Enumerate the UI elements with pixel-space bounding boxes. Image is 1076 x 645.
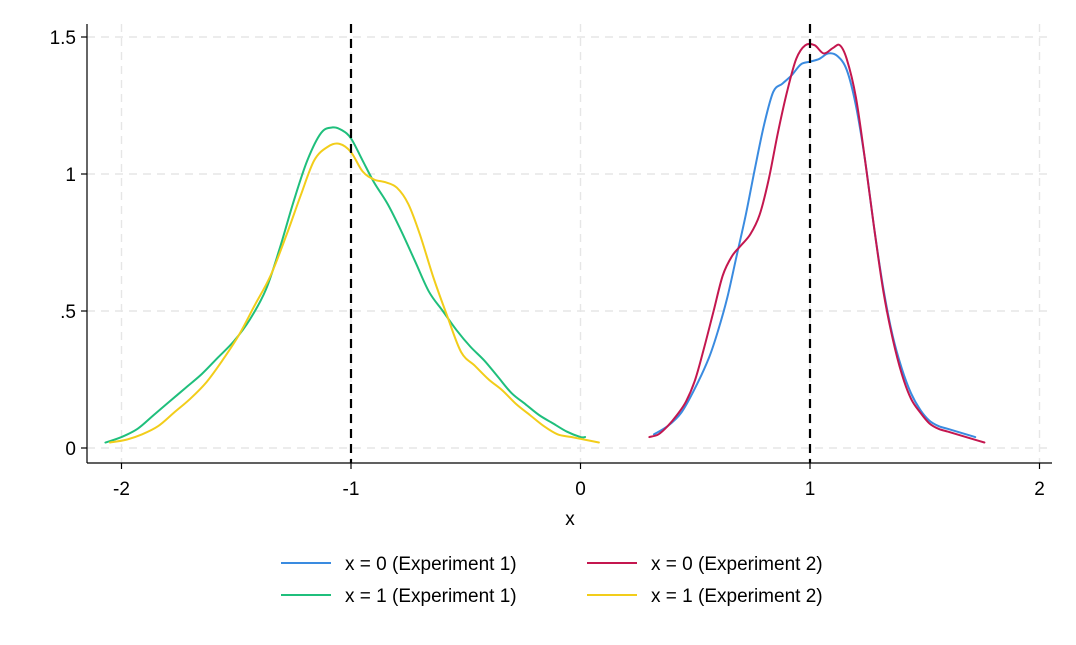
series-lines xyxy=(104,42,986,444)
legend: x = 0 (Experiment 1) x = 0 (Experiment 2)… xyxy=(281,554,823,607)
x-tick-label: -2 xyxy=(113,479,130,500)
grid-lines xyxy=(87,24,1052,463)
y-tick-label: 1 xyxy=(65,165,76,186)
legend-item: x = 1 (Experiment 1) xyxy=(281,586,517,607)
series-x1-exp2-line xyxy=(109,142,600,444)
x-tick-label: -1 xyxy=(343,479,360,500)
legend-label: x = 1 (Experiment 2) xyxy=(651,586,823,607)
x-tick-label: 1 xyxy=(805,479,816,500)
series-x1-exp1-line xyxy=(104,126,587,444)
series-x0-exp1-line xyxy=(652,52,977,439)
x-axis-title: x xyxy=(565,509,575,530)
legend-item: x = 1 (Experiment 2) xyxy=(587,586,823,607)
x-tick-label: 2 xyxy=(1034,479,1045,500)
legend-item: x = 0 (Experiment 1) xyxy=(281,554,517,575)
ticks: 0 .5 1 1.5 -2 -1 0 1 2 xyxy=(50,28,1045,500)
legend-label: x = 0 (Experiment 1) xyxy=(345,554,517,575)
reference-lines xyxy=(349,24,812,463)
legend-item: x = 0 (Experiment 2) xyxy=(587,554,823,575)
x-tick-label: 0 xyxy=(575,479,586,500)
legend-label: x = 1 (Experiment 1) xyxy=(345,586,517,607)
y-tick-label: .5 xyxy=(60,302,76,323)
axes xyxy=(86,24,1052,464)
legend-label: x = 0 (Experiment 2) xyxy=(651,554,823,575)
y-tick-label: 1.5 xyxy=(50,28,76,49)
y-tick-label: 0 xyxy=(65,439,76,460)
series-x0-exp2-line xyxy=(648,42,986,444)
